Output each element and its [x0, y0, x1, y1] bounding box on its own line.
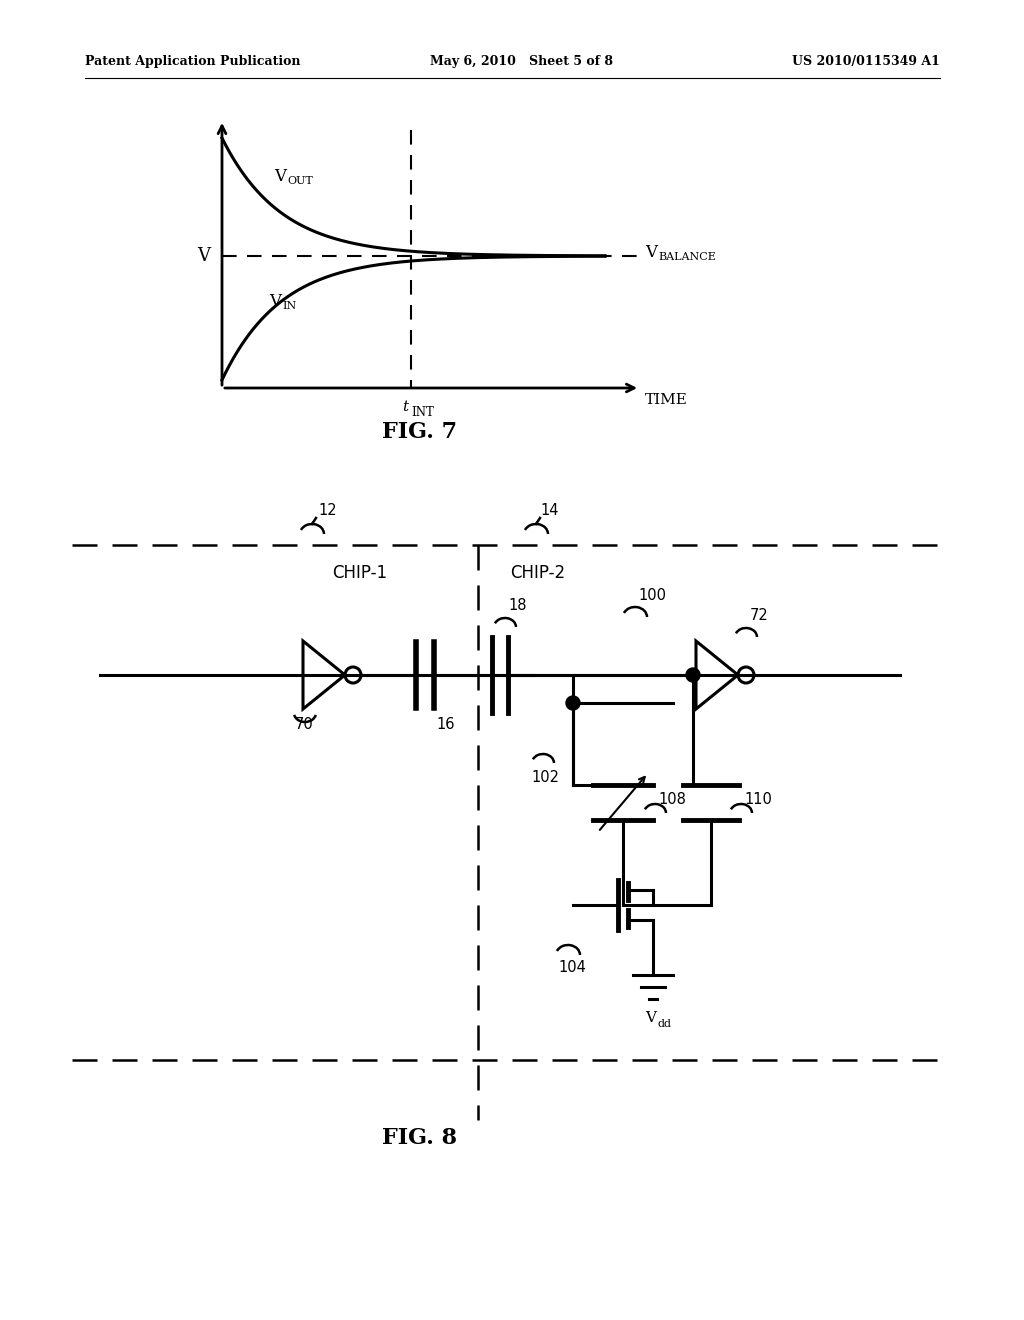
Text: 108: 108 [658, 792, 686, 808]
Text: OUT: OUT [287, 176, 312, 186]
Circle shape [686, 668, 700, 682]
Text: 72: 72 [750, 609, 769, 623]
Text: FIG. 8: FIG. 8 [382, 1127, 458, 1148]
Text: V: V [645, 1011, 656, 1026]
Text: V: V [645, 244, 657, 261]
Text: IN: IN [282, 301, 296, 312]
Text: Patent Application Publication: Patent Application Publication [85, 55, 300, 69]
Text: 100: 100 [638, 587, 666, 603]
Text: 16: 16 [436, 717, 455, 733]
Text: dd: dd [658, 1019, 672, 1030]
Text: V: V [269, 293, 281, 310]
Text: 18: 18 [508, 598, 526, 612]
Text: 12: 12 [318, 503, 337, 517]
Text: 104: 104 [558, 960, 586, 975]
Text: BALANCE: BALANCE [658, 252, 716, 261]
Text: V: V [274, 168, 286, 185]
Text: May 6, 2010   Sheet 5 of 8: May 6, 2010 Sheet 5 of 8 [430, 55, 613, 69]
Text: 110: 110 [744, 792, 772, 808]
Text: FIG. 7: FIG. 7 [382, 421, 458, 444]
Text: US 2010/0115349 A1: US 2010/0115349 A1 [793, 55, 940, 69]
Circle shape [566, 696, 580, 710]
Text: t: t [402, 400, 409, 414]
Text: 14: 14 [540, 503, 558, 517]
Text: CHIP-2: CHIP-2 [510, 564, 565, 582]
Text: 70: 70 [295, 717, 313, 733]
Text: V: V [197, 247, 210, 265]
Text: INT: INT [412, 407, 434, 418]
Text: 102: 102 [531, 770, 559, 785]
Text: TIME: TIME [645, 393, 688, 407]
Text: CHIP-1: CHIP-1 [333, 564, 387, 582]
